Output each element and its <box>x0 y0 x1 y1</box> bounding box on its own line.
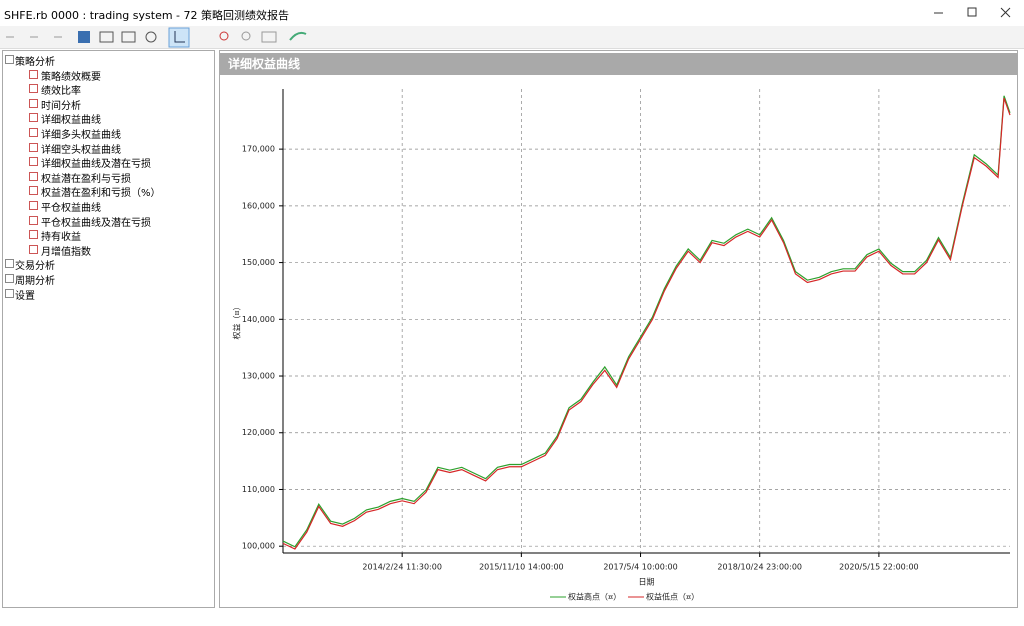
toolbar-icons[interactable] <box>0 26 320 48</box>
equity-line <box>282 95 1011 548</box>
x-tick-label: 2020/5/15 22:00:00 <box>839 563 919 572</box>
tree-item[interactable]: 设置 <box>15 290 35 302</box>
y-tick-label: 130,000 <box>242 372 275 381</box>
x-tick-label: 2015/11/10 14:00:00 <box>479 563 564 572</box>
legend-label: 权益高点（¤） <box>568 592 621 602</box>
x-axis-title: 日期 <box>639 578 655 587</box>
tree-item[interactable]: 周期分析 <box>15 276 55 287</box>
y-tick-label: 100,000 <box>242 542 275 551</box>
page-icon <box>29 142 38 152</box>
tree-item[interactable]: 权益潜在盈利和亏损（%） <box>41 188 161 200</box>
tree-item[interactable]: 策略分析 <box>15 57 55 68</box>
y-tick-label: 150,000 <box>242 258 275 267</box>
y-tick-label: 140,000 <box>242 315 275 324</box>
page-icon <box>29 98 38 108</box>
page-icon <box>29 244 38 254</box>
tree-item[interactable]: 平仓权益曲线及潜在亏损 <box>41 217 151 229</box>
x-tick-label: 2018/10/24 23:00:00 <box>717 563 802 572</box>
page-icon <box>29 84 38 94</box>
page-icon <box>29 69 38 79</box>
tree-item[interactable]: 平仓权益曲线 <box>41 203 101 214</box>
page-icon <box>29 230 38 240</box>
page-icon <box>29 215 38 225</box>
page-icon <box>29 128 38 137</box>
window-controls[interactable] <box>920 0 1024 26</box>
expander <box>5 259 14 269</box>
x-tick-label: 2014/2/24 11:30:00 <box>362 563 442 572</box>
chart: 100,000 110,000 120,000 130,000 140,000 150,0… <box>232 89 1011 602</box>
tree-item[interactable]: 详细权益曲线 <box>41 115 101 127</box>
tree-item[interactable]: 详细权益曲线及潜在亏损 <box>41 159 151 171</box>
expander <box>5 274 14 283</box>
tree-item[interactable]: 策略绩效概要 <box>41 71 101 83</box>
page-icon <box>29 171 38 181</box>
report-panel: 详细权益曲线 100,000 110,000 120,000 130,000 140,0… <box>219 50 1018 608</box>
page-icon <box>29 186 38 196</box>
panel-title: 详细权益曲线 <box>220 53 1017 75</box>
tree-panel: 策略分析策略绩效概要 绩效比率时间分析详细权益曲线详细多头权益曲线 详细空头权益曲线… <box>2 50 215 608</box>
tree-item[interactable]: 详细多头权益曲线 <box>41 130 121 141</box>
window-title: SHFE.rb 0000 : trading system - 72 策略回测绩… <box>4 9 290 22</box>
tree-item[interactable]: 详细空头权益曲线 <box>41 144 121 156</box>
y-tick-label: 170,000 <box>242 145 275 154</box>
equity-line <box>282 97 1011 550</box>
y-axis-title: 权益（¤） <box>232 302 242 339</box>
tree-item[interactable]: 月增值指数 <box>41 246 91 258</box>
y-tick-label: 120,000 <box>242 428 275 437</box>
title-bar: SHFE.rb 0000 : trading system - 72 策略回测绩… <box>0 0 1024 26</box>
tree-item[interactable]: 持有收益 <box>41 232 81 244</box>
expander <box>5 288 14 298</box>
y-tick-label: 110,000 <box>242 485 275 494</box>
page-icon <box>29 113 38 123</box>
page-icon <box>29 201 38 210</box>
tree-item[interactable]: 权益潜在盈利与亏损 <box>41 173 131 185</box>
y-tick-label: 160,000 <box>242 201 275 210</box>
legend-label: 权益低点（¤） <box>646 592 699 602</box>
tree-item[interactable]: 绩效比率 <box>41 86 81 98</box>
expander <box>5 55 14 64</box>
tree-item[interactable]: 时间分析 <box>41 100 81 112</box>
x-tick-label: 2017/5/4 10:00:00 <box>603 563 677 572</box>
tree-item[interactable]: 交易分析 <box>15 261 55 273</box>
page-icon <box>29 157 38 167</box>
toolbar <box>0 26 1024 49</box>
